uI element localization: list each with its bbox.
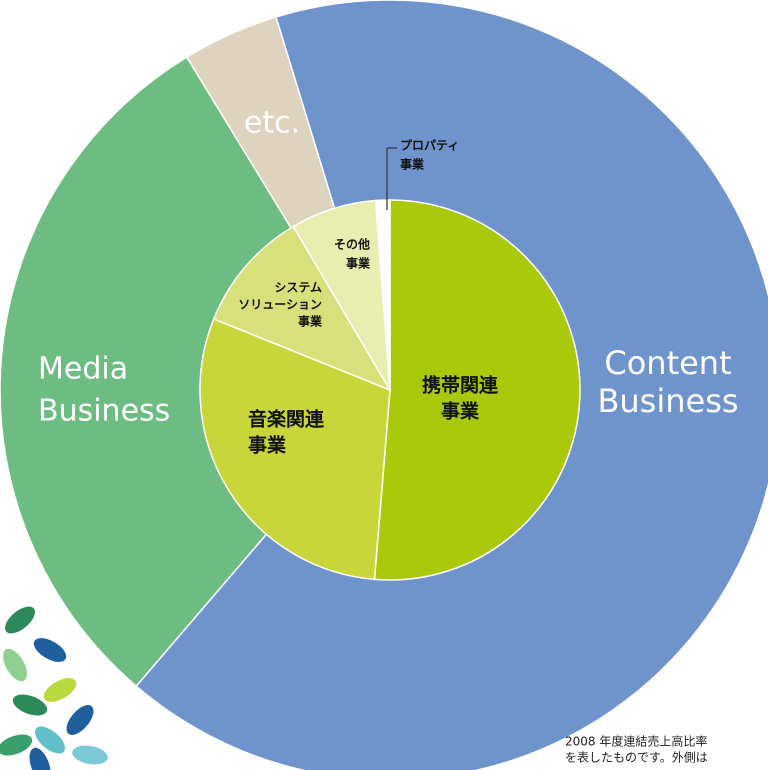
slice-label: 携帯関連	[422, 374, 499, 397]
slice-label: Business	[38, 394, 170, 429]
slice-label: etc.	[244, 106, 300, 141]
slice-label: 事業	[248, 434, 287, 457]
note-line: 2008 年度連結売上高比率	[565, 734, 707, 749]
chart: ContentBusinessMediaBusinessetc.携帯関連事業音楽…	[0, 0, 768, 770]
slice-label: ソリューション	[238, 298, 322, 312]
slice-label: Media	[38, 352, 128, 387]
slice-label: 事業	[400, 157, 425, 172]
slice-label: その他	[334, 237, 370, 252]
slice-label: 事業	[441, 400, 480, 423]
slice-label: 事業	[298, 314, 323, 329]
note-line: を表したものです。外側は	[565, 751, 708, 765]
slice-label: Business	[597, 382, 738, 420]
slice-label: 音楽関連	[248, 408, 325, 431]
slice-label: プロパティ	[400, 138, 459, 153]
slice-label: システム	[274, 281, 322, 295]
slice-label: 事業	[346, 256, 371, 271]
slice-label: Content	[604, 344, 731, 382]
